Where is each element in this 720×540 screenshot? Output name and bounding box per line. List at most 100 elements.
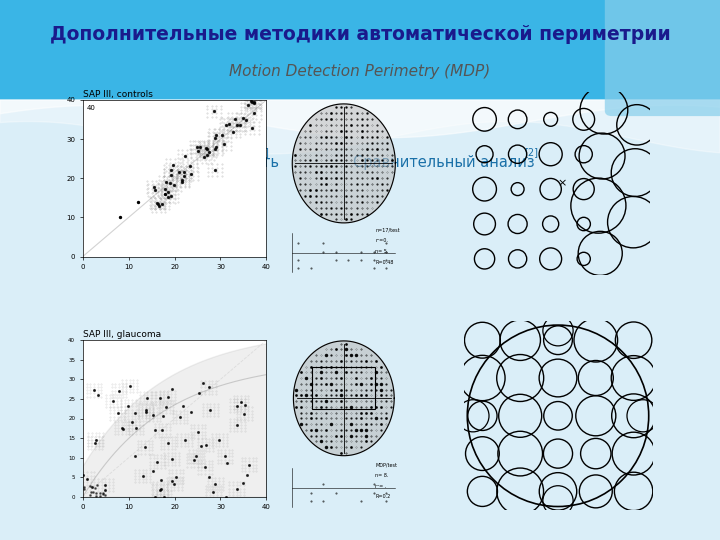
Point xyxy=(241,471,253,480)
Point xyxy=(140,407,151,416)
Point xyxy=(202,150,213,159)
Point xyxy=(88,488,99,497)
Point xyxy=(214,436,225,444)
Point xyxy=(160,190,171,198)
Point xyxy=(98,490,109,498)
Point xyxy=(198,153,210,161)
Point xyxy=(78,485,89,494)
Point xyxy=(77,471,89,480)
Text: ×: × xyxy=(557,179,567,188)
Point xyxy=(108,397,120,406)
Bar xyxy=(0,0,720,100)
Point xyxy=(161,178,172,187)
Point xyxy=(168,480,180,488)
Point xyxy=(163,193,174,201)
Point xyxy=(203,473,215,482)
Point xyxy=(176,177,188,186)
Point xyxy=(99,481,111,489)
Point xyxy=(178,171,189,180)
Point xyxy=(200,144,212,152)
Point xyxy=(166,166,177,175)
Point xyxy=(157,412,168,421)
Point xyxy=(178,168,189,177)
Point xyxy=(218,139,230,148)
Point xyxy=(149,492,161,501)
Point xyxy=(238,114,249,123)
Text: n= 5.: n= 5. xyxy=(375,249,389,254)
Point xyxy=(209,166,220,174)
Text: R=0.2: R=0.2 xyxy=(375,495,390,500)
Bar xyxy=(0,100,720,540)
Point xyxy=(179,436,191,444)
Point xyxy=(207,488,219,496)
Point xyxy=(210,143,222,151)
Point xyxy=(90,489,102,497)
Point xyxy=(84,482,96,491)
Point xyxy=(203,383,215,391)
Point xyxy=(152,199,163,208)
Point xyxy=(174,413,186,421)
Point xyxy=(139,443,150,451)
Text: n= 8.: n= 8. xyxy=(375,474,389,478)
Point xyxy=(89,439,101,448)
Point xyxy=(94,492,106,501)
Point xyxy=(184,161,196,170)
Point xyxy=(162,188,174,197)
Point xyxy=(140,406,152,414)
Point xyxy=(194,143,205,152)
Point xyxy=(208,107,220,116)
Point xyxy=(81,474,93,483)
Point xyxy=(248,109,260,117)
Point xyxy=(126,418,138,427)
Point xyxy=(150,185,161,194)
Point xyxy=(192,146,204,155)
Point xyxy=(113,386,125,395)
Point xyxy=(185,407,197,416)
Point xyxy=(210,130,222,139)
Point xyxy=(116,423,127,432)
Point xyxy=(220,452,231,461)
Point xyxy=(99,491,111,500)
Point xyxy=(89,484,101,492)
Point xyxy=(86,483,98,492)
Point xyxy=(178,401,189,410)
Point xyxy=(130,409,141,418)
Text: MDP/test: MDP/test xyxy=(375,463,397,468)
Point xyxy=(176,176,188,185)
Point xyxy=(155,484,166,493)
Point xyxy=(231,421,243,429)
Point xyxy=(231,120,243,129)
Point xyxy=(166,477,178,485)
Point xyxy=(210,480,221,488)
Point xyxy=(221,458,233,467)
Point xyxy=(199,463,211,471)
Point xyxy=(216,131,228,139)
Text: r²=0.: r²=0. xyxy=(375,239,388,244)
Text: Сравнительный анализ: Сравнительный анализ xyxy=(353,154,534,170)
Point xyxy=(114,213,125,221)
Text: Motion Detection Perimetry (MDP): Motion Detection Perimetry (MDP) xyxy=(230,64,490,79)
Point xyxy=(137,471,148,480)
Point xyxy=(122,402,134,411)
Point xyxy=(220,492,231,501)
Point xyxy=(248,98,259,106)
Text: SAP III, controls: SAP III, controls xyxy=(83,90,153,99)
Point xyxy=(99,486,111,495)
Point xyxy=(197,378,209,387)
Point xyxy=(192,427,204,436)
Point xyxy=(153,201,164,210)
Point xyxy=(204,147,215,156)
Point xyxy=(245,97,256,105)
Point xyxy=(246,123,258,132)
Point xyxy=(156,476,167,485)
Text: SAP III, glaucoma: SAP III, glaucoma xyxy=(83,330,161,340)
Point xyxy=(158,492,170,501)
Point xyxy=(166,170,177,179)
Point xyxy=(170,472,181,481)
Text: r²= .: r²= . xyxy=(375,484,387,489)
Point xyxy=(189,456,200,464)
Text: [1]: [1] xyxy=(256,147,269,157)
Point xyxy=(151,457,163,466)
Point xyxy=(164,179,176,187)
Point xyxy=(223,120,235,129)
